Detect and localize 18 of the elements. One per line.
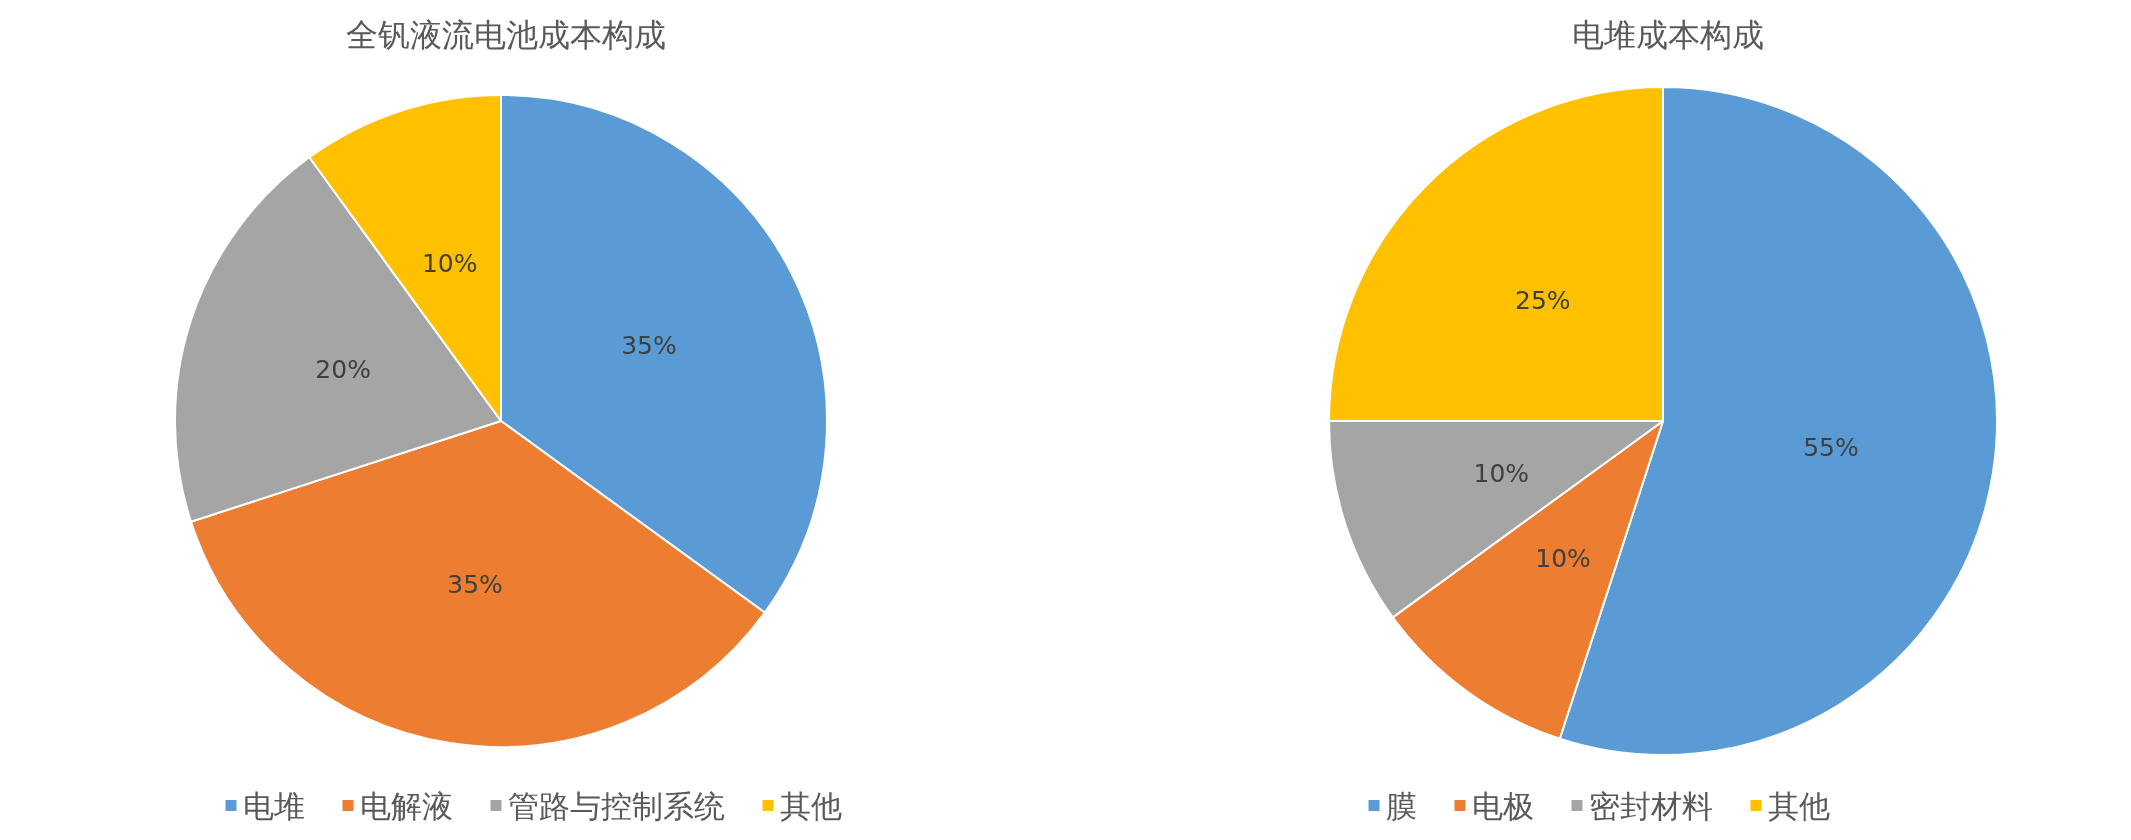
data-label: 20% bbox=[315, 355, 371, 385]
data-label: 35% bbox=[447, 570, 503, 600]
chart-title: 全钒液流电池成本构成 bbox=[346, 16, 666, 54]
chart-title: 电堆成本构成 bbox=[1572, 16, 1764, 54]
data-label: 10% bbox=[1473, 459, 1530, 489]
legend-label: 电极 bbox=[1471, 787, 1534, 824]
legend-label: 其他 bbox=[779, 787, 842, 824]
legend-label: 其他 bbox=[1767, 787, 1830, 824]
data-label: 10% bbox=[421, 248, 478, 278]
legend-label: 管路与控制系统 bbox=[507, 787, 725, 824]
data-label: 25% bbox=[1515, 286, 1571, 316]
data-label: 55% bbox=[1803, 433, 1859, 463]
legend-label: 电解液 bbox=[359, 787, 453, 824]
legend-label: 膜 bbox=[1385, 787, 1417, 824]
legend-label: 密封材料 bbox=[1588, 787, 1713, 824]
data-label: 10% bbox=[1535, 544, 1591, 574]
data-label: 35% bbox=[621, 331, 677, 361]
legend-label: 电堆 bbox=[242, 787, 305, 824]
